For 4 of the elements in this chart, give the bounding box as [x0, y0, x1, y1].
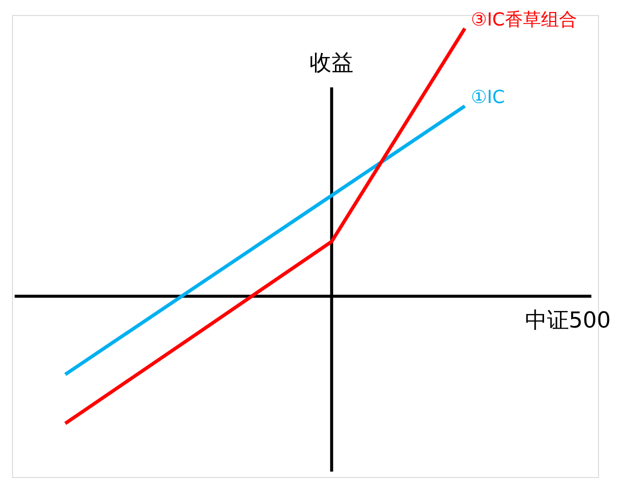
series-label: ③IC香草组合	[470, 9, 577, 30]
x-axis-title: 中证500	[524, 308, 611, 334]
series-label: ①IC	[470, 87, 505, 108]
y-axis-title: 收益	[310, 51, 354, 76]
